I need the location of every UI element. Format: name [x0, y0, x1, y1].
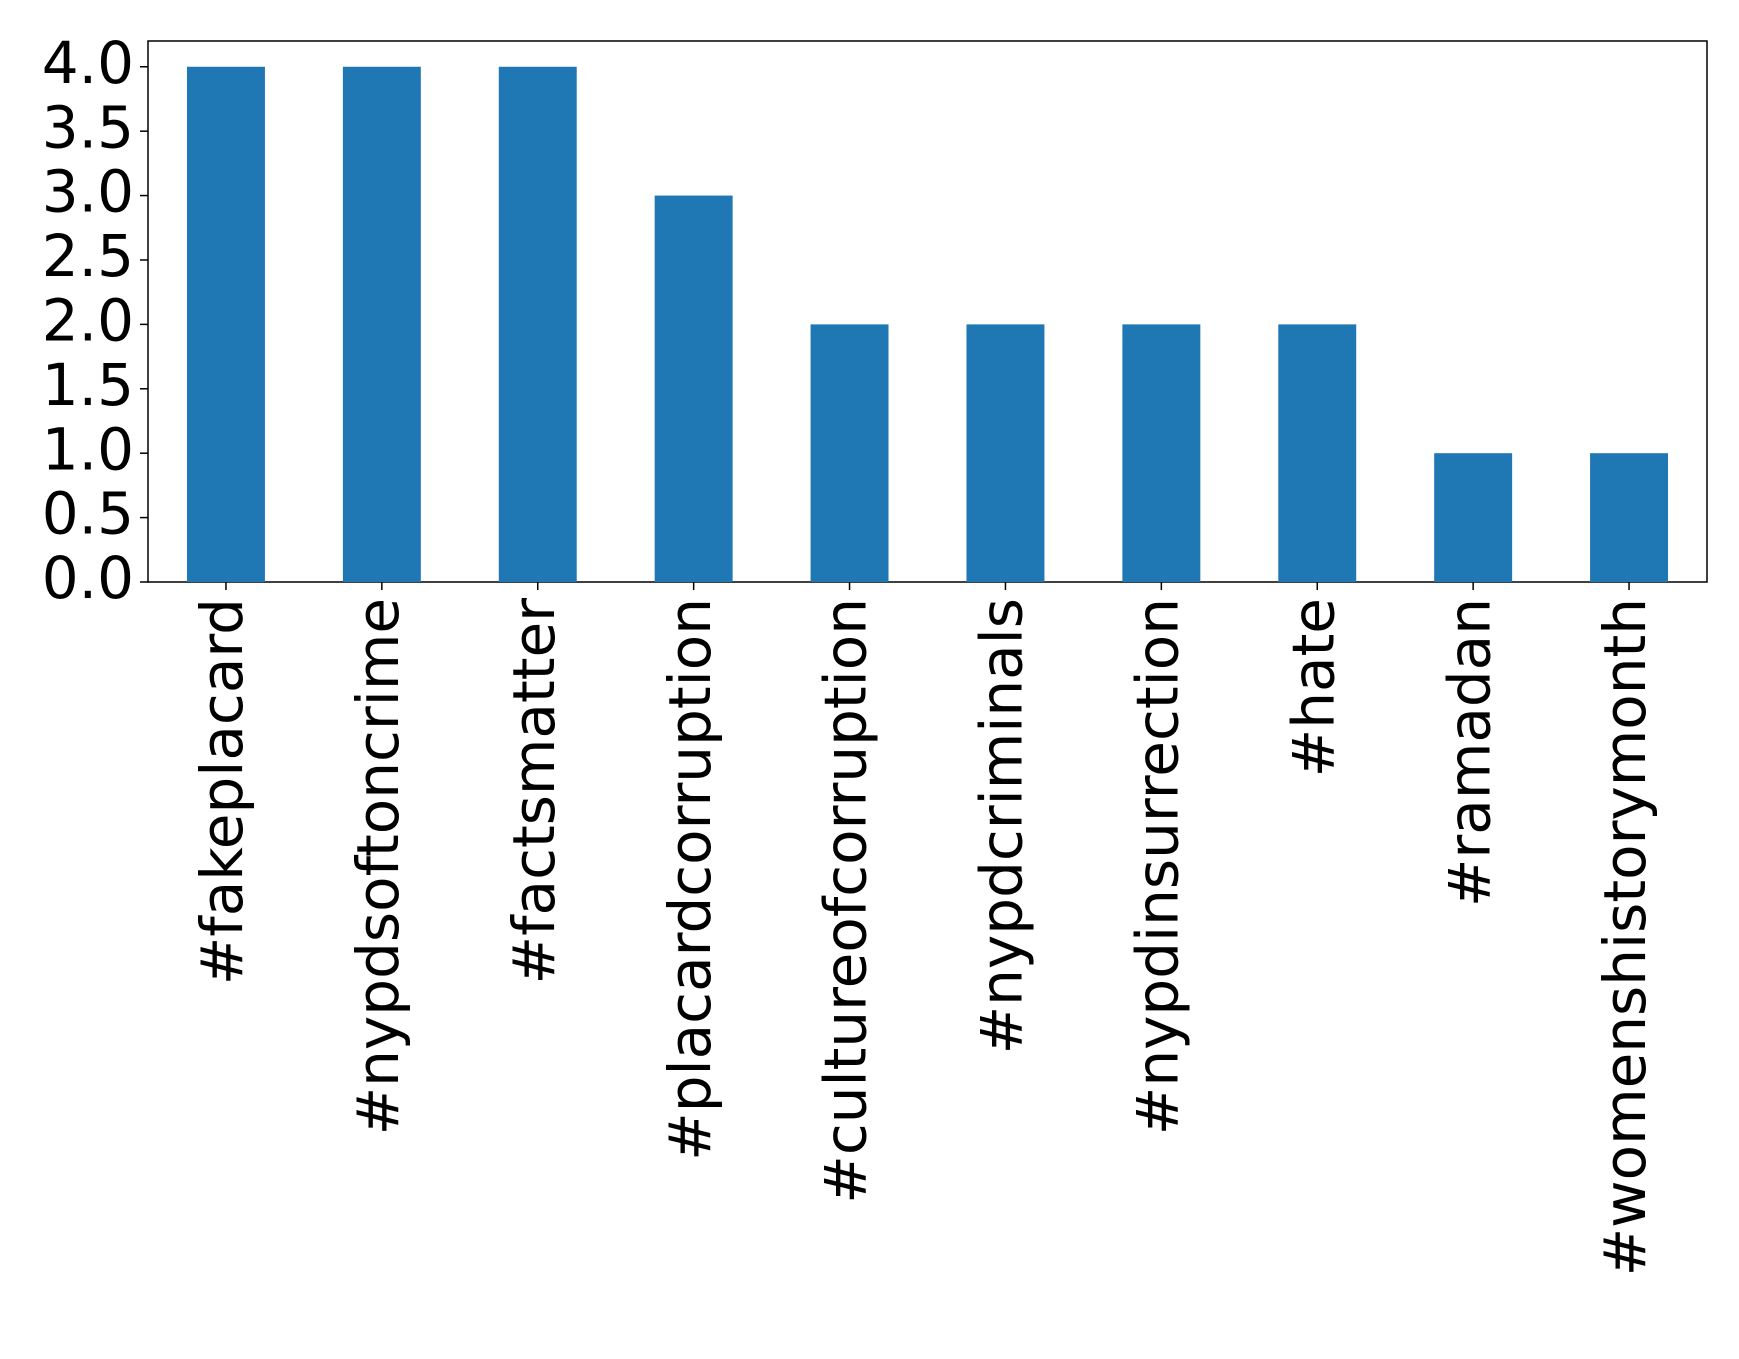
y-tick-label: 3.5: [42, 93, 134, 161]
y-tick-label: 2.5: [42, 222, 134, 290]
plot-frame: [147, 40, 1708, 583]
bar: [1434, 453, 1513, 582]
bar: [1278, 324, 1357, 582]
bar: [498, 66, 577, 582]
y-tick-label: 4.0: [42, 29, 134, 97]
x-tick-label: #nypdcriminals: [968, 598, 1036, 1054]
bar: [1122, 324, 1201, 582]
x-tick-label: #ramadan: [1435, 598, 1503, 907]
bar: [654, 195, 733, 583]
x-tick-label: #womenshistorymonth: [1591, 598, 1659, 1276]
x-tick-label: #hate: [1279, 598, 1347, 777]
x-tick-label: #cultureofcorruption: [812, 598, 880, 1204]
y-tick-label: 3.0: [42, 158, 134, 226]
y-tick-label: 1.5: [42, 351, 134, 419]
bar: [966, 324, 1045, 582]
x-tick-label: #factsmatter: [500, 598, 568, 985]
bar: [186, 66, 265, 582]
y-tick-label: 1.0: [42, 415, 134, 483]
x-tick-label: #placardcorruption: [656, 598, 724, 1161]
x-tick-label: #nypdinsurrection: [1123, 598, 1191, 1135]
y-tick-label: 0.0: [42, 544, 134, 612]
y-tick-label: 2.0: [42, 286, 134, 354]
x-tick-label: #nypdsoftoncrime: [344, 598, 412, 1135]
y-tick-label: 0.5: [42, 480, 134, 548]
bar: [342, 66, 421, 582]
bar: [810, 324, 889, 582]
bar: [1590, 453, 1669, 582]
x-tick-label: #fakeplacard: [188, 598, 256, 985]
